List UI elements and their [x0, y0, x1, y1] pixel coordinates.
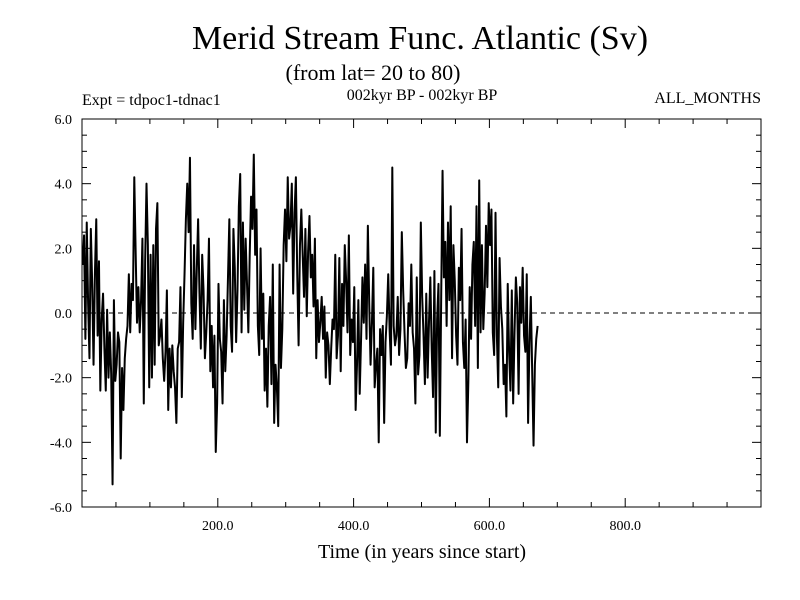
y-tick-label: -4.0	[50, 436, 72, 451]
y-tick-label: 4.0	[55, 178, 73, 193]
minor-ticks	[82, 119, 761, 507]
x-axis: 200.0 400.0 600.0 800.0	[202, 119, 641, 534]
x-tick-label: 400.0	[338, 519, 370, 534]
chart-subtitle: (from lat= 20 to 80)	[286, 60, 461, 85]
chart-title: Merid Stream Func. Atlantic (Sv)	[192, 20, 648, 57]
x-tick-label: 800.0	[609, 519, 641, 534]
y-tick-label: 2.0	[55, 242, 73, 257]
y-axis: -6.0 -4.0 -2.0 0.0 2.0 4.0 6.0	[50, 113, 761, 516]
y-tick-label: -2.0	[50, 372, 72, 387]
y-tick-label: -6.0	[50, 501, 72, 516]
x-tick-label: 600.0	[474, 519, 506, 534]
experiment-label: Expt = tdpoc1-tdnac1	[82, 92, 221, 109]
x-axis-label: Time (in years since start)	[318, 541, 526, 563]
y-tick-label: 6.0	[55, 113, 73, 128]
plot-area: -6.0 -4.0 -2.0 0.0 2.0 4.0 6.0 200.0 400.0 600.0…	[50, 113, 762, 534]
y-tick-label: 0.0	[55, 307, 73, 322]
data-series-line	[81, 153, 539, 486]
months-label: ALL_MONTHS	[654, 90, 761, 107]
period-label: 002kyr BP - 002kyr BP	[347, 87, 498, 104]
x-tick-label: 200.0	[202, 519, 234, 534]
